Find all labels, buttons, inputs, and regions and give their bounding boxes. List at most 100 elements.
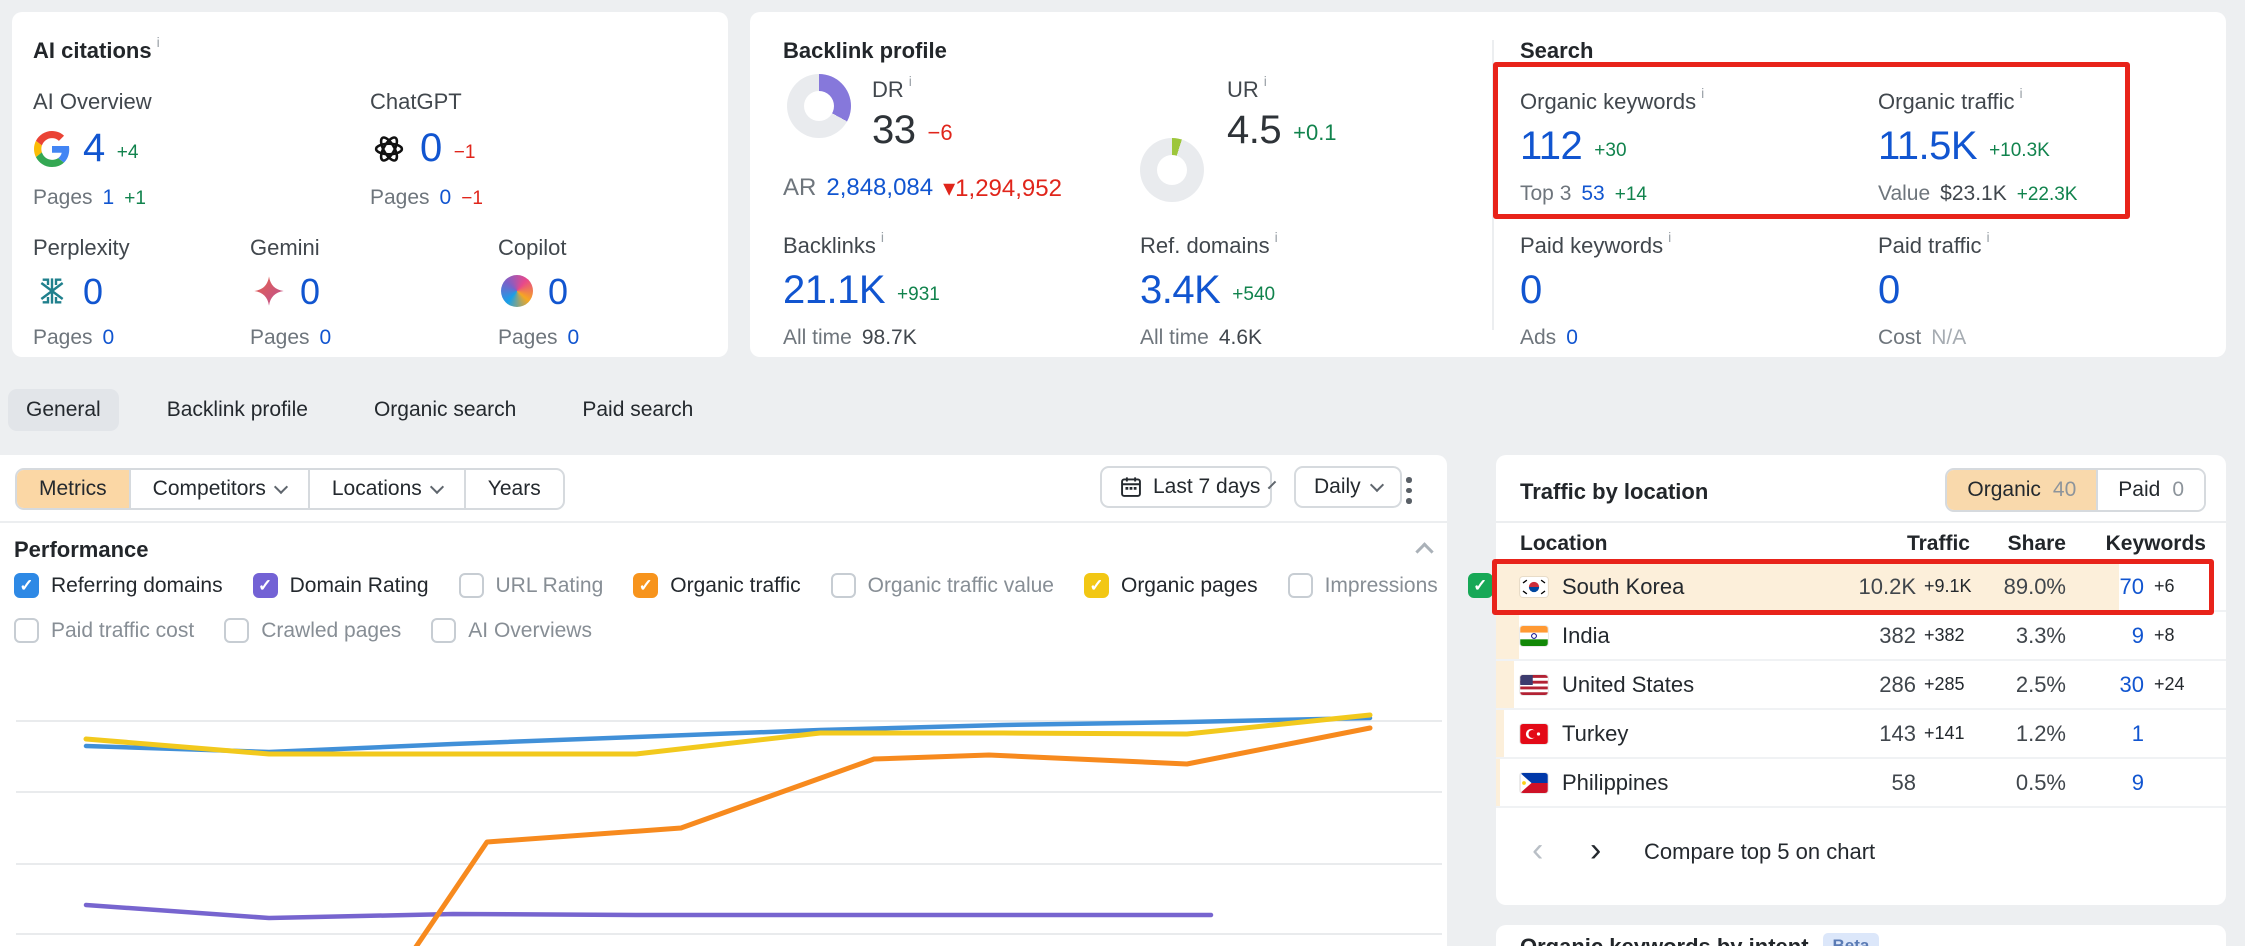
paid-keywords-block: Paid keywords i 0 Ads 0 xyxy=(1520,229,1671,350)
keywords-value[interactable]: 70 xyxy=(2119,573,2144,599)
view-segmented-control: Metrics Competitors Locations Years xyxy=(15,468,565,510)
keywords-value[interactable]: 1 xyxy=(2131,720,2144,746)
tab-paid-search[interactable]: Paid search xyxy=(582,398,694,421)
keywords-by-intent-title-text: Organic keywords by intent xyxy=(1520,934,1809,946)
copilot-label: Copilot xyxy=(498,235,567,260)
toggle-organic[interactable]: Organic 40 xyxy=(1947,470,2099,510)
organic-traffic-value[interactable]: 11.5K xyxy=(1878,124,1978,169)
traffic-delta: +141 xyxy=(1924,723,1965,743)
google-icon xyxy=(33,130,71,168)
info-icon[interactable]: i xyxy=(2019,85,2023,101)
checkbox-organic-traffic-value[interactable]: Organic traffic value xyxy=(830,573,1054,598)
keywords-value[interactable]: 9 xyxy=(2131,622,2144,648)
checkbox-box xyxy=(1467,573,1493,598)
info-icon[interactable]: i xyxy=(1274,229,1278,245)
info-icon[interactable]: i xyxy=(1986,229,1990,245)
info-icon[interactable]: i xyxy=(1701,85,1705,101)
info-icon[interactable]: i xyxy=(1668,229,1672,245)
metrics-segment[interactable]: Metrics xyxy=(17,470,131,508)
ads-value[interactable]: 0 xyxy=(1566,326,1578,350)
paid-traffic-value[interactable]: 0 xyxy=(1878,268,1900,313)
checkbox-organic-pages[interactable]: Organic pages xyxy=(1083,573,1258,598)
checkbox-url-rating[interactable]: URL Rating xyxy=(458,573,603,598)
perplexity-value[interactable]: 0 xyxy=(83,271,103,313)
checkbox-referring-domains[interactable]: Referring domains xyxy=(14,573,223,598)
backlinks-delta: +931 xyxy=(897,283,940,305)
top3-value[interactable]: 53 xyxy=(1581,182,1605,206)
info-icon[interactable]: i xyxy=(156,34,160,50)
ur-donut xyxy=(1140,138,1204,202)
checkbox-label: Impressions xyxy=(1324,573,1438,597)
competitors-segment[interactable]: Competitors xyxy=(131,470,310,508)
pages-value[interactable]: 0 xyxy=(102,326,115,350)
pagination-prev-icon[interactable]: ‹ xyxy=(1532,831,1544,869)
keywords-value[interactable]: 30 xyxy=(2119,671,2144,697)
copilot-value[interactable]: 0 xyxy=(548,271,568,313)
chart-line-referring-domains xyxy=(83,715,1373,755)
ur-block: UR i 4.5 +0.1 xyxy=(1227,73,1337,150)
tab-organic-search[interactable]: Organic search xyxy=(373,398,517,421)
info-icon[interactable]: i xyxy=(1263,73,1267,89)
pages-value[interactable]: 0 xyxy=(319,326,332,350)
gemini-value[interactable]: 0 xyxy=(300,271,320,313)
backlinks-label: Backlinks xyxy=(783,233,876,258)
compare-top5-button[interactable]: Compare top 5 on chart xyxy=(1644,839,1876,864)
checkbox-impressions[interactable]: Impressions xyxy=(1287,573,1438,598)
locations-segment[interactable]: Locations xyxy=(310,470,466,508)
years-segment[interactable]: Years xyxy=(487,477,541,500)
location-row-united-states[interactable]: United States 286 +285 2.5% 30 +24 xyxy=(1496,661,2226,710)
collapse-chevron-up-icon[interactable] xyxy=(1415,542,1434,561)
checkbox-box xyxy=(830,573,856,598)
chatgpt-value[interactable]: 0 xyxy=(420,126,442,171)
chevron-down-icon xyxy=(429,479,444,494)
organic-traffic-label: Organic traffic xyxy=(1878,89,2015,114)
location-row-india[interactable]: India 382 +382 3.3% 9 +8 xyxy=(1496,612,2226,661)
keywords-value[interactable]: 9 xyxy=(2131,769,2144,795)
gemini-block: Gemini 0 Pages 0 xyxy=(250,235,332,350)
organic-keywords-value[interactable]: 112 xyxy=(1520,124,1583,169)
location-row-south-korea[interactable]: South Korea 10.2K +9.1K 89.0% 70 +6 xyxy=(1496,563,2226,612)
checkbox-paid-traffic-cost[interactable]: Paid traffic cost xyxy=(14,618,194,643)
more-options-kebab-icon[interactable] xyxy=(1400,471,1418,510)
tab-backlink-profile[interactable]: Backlink profile xyxy=(166,398,308,421)
checkbox-crawled-pages[interactable]: Crawled pages xyxy=(224,618,401,643)
chart-line-domain-rating xyxy=(83,902,1214,921)
pages-value[interactable]: 0 xyxy=(439,186,452,210)
traffic-delta: +285 xyxy=(1924,674,1965,694)
location-name: India xyxy=(1562,622,1610,648)
location-row-philippines[interactable]: Philippines 58 0.5% 9 xyxy=(1496,759,2226,808)
checkbox-box xyxy=(633,573,659,598)
ur-delta: +0.1 xyxy=(1293,119,1337,145)
checkbox-organic-traffic[interactable]: Organic traffic xyxy=(633,573,801,598)
granularity-label: Daily xyxy=(1314,475,1361,498)
ref-domains-delta: +540 xyxy=(1232,283,1276,305)
share-value: 3.3% xyxy=(2015,622,2066,648)
flag-south-korea-icon xyxy=(1520,576,1548,597)
paid-keywords-value[interactable]: 0 xyxy=(1520,268,1542,313)
checkbox-box xyxy=(1083,573,1109,598)
ar-value[interactable]: 2,848,084 xyxy=(826,174,934,201)
share-bar xyxy=(1496,710,1505,757)
ai-citations-title: AI citations i xyxy=(33,34,160,64)
organic-paid-toggle: Organic 40 Paid 0 xyxy=(1945,468,2206,512)
pagination-next-icon[interactable]: › xyxy=(1590,831,1602,869)
checkbox-domain-rating[interactable]: Domain Rating xyxy=(252,573,429,598)
info-icon[interactable]: i xyxy=(908,73,912,89)
backlinks-value[interactable]: 21.1K xyxy=(783,268,886,313)
performance-line-chart[interactable] xyxy=(0,670,1447,946)
info-icon[interactable]: i xyxy=(880,229,885,245)
toggle-paid[interactable]: Paid 0 xyxy=(2098,470,2204,510)
column-header-traffic: Traffic xyxy=(1906,532,1970,555)
date-range-button[interactable]: Last 7 days xyxy=(1100,466,1277,508)
ai-overview-block: AI Overview 4 +4 Pages 1 +1 xyxy=(33,89,152,210)
value-delta: +22.3K xyxy=(2016,184,2078,206)
ref-domains-value[interactable]: 3.4K xyxy=(1140,268,1221,313)
granularity-button[interactable]: Daily xyxy=(1294,466,1402,508)
pages-value[interactable]: 0 xyxy=(567,326,580,350)
checkbox-ai-overviews[interactable]: AI Overviews xyxy=(431,618,592,643)
tab-general[interactable]: General xyxy=(8,389,119,431)
ai-overview-value[interactable]: 4 xyxy=(83,126,105,171)
location-row-turkey[interactable]: Turkey 143 +141 1.2% 1 xyxy=(1496,710,2226,759)
flag-india-icon xyxy=(1520,625,1548,646)
pages-value[interactable]: 1 xyxy=(102,186,115,210)
